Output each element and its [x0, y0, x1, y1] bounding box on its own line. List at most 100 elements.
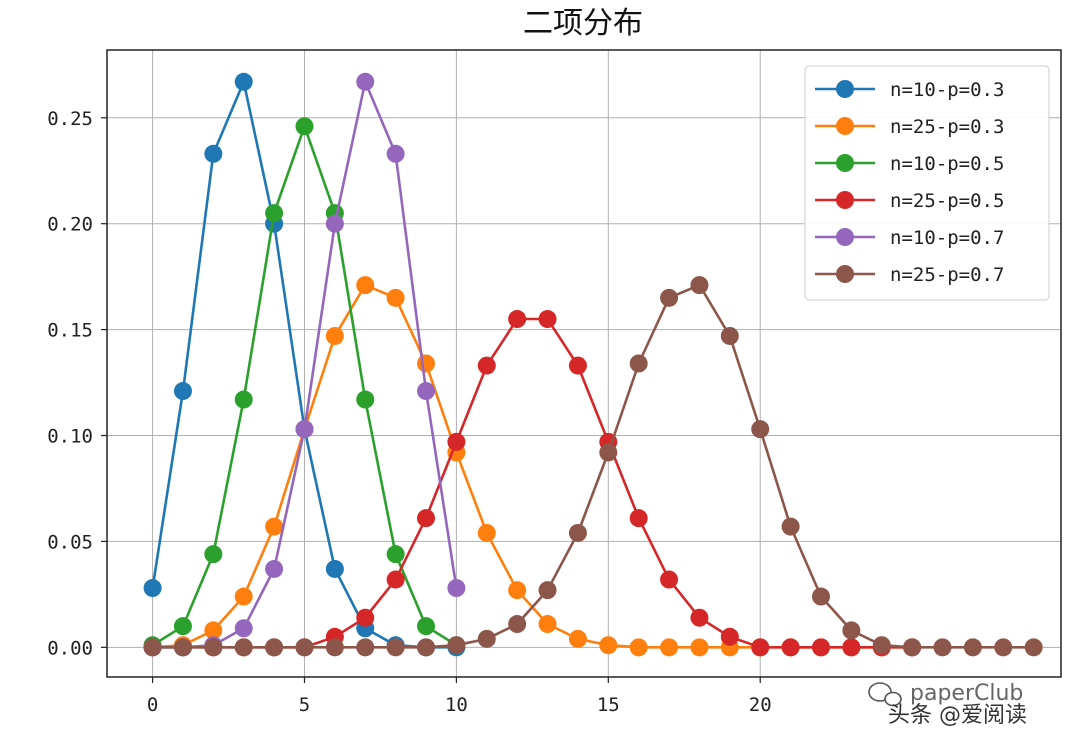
data-point	[1024, 638, 1043, 657]
series-layer	[143, 72, 1043, 657]
data-point	[325, 326, 344, 345]
data-point	[568, 523, 587, 542]
legend-entry: n=25-p=0.3	[815, 116, 1004, 138]
data-point	[234, 638, 253, 657]
data-point	[690, 638, 709, 657]
data-point	[386, 545, 405, 564]
x-tick-label: 15	[597, 694, 620, 716]
data-point	[234, 390, 253, 409]
data-point	[356, 72, 375, 91]
y-tick-label: 0.20	[47, 214, 93, 236]
legend-marker	[836, 191, 854, 209]
data-point	[660, 288, 679, 307]
legend-marker	[836, 265, 854, 283]
legend: n=10-p=0.3 n=25-p=0.3 n=10-p=0.5 n=25-p=0.5…	[804, 65, 1050, 301]
legend-entry: n=10-p=0.5	[815, 153, 1004, 175]
axis-ticks: 0 5 10 15 20 0.00 0.05 0.10 0.15 0.20 0.25	[47, 108, 771, 716]
watermark-text: paperClub	[910, 681, 1023, 706]
data-point	[173, 617, 192, 636]
data-point	[447, 579, 466, 598]
data-point	[629, 354, 648, 373]
data-point	[265, 204, 284, 223]
legend-label: n=25-p=0.3	[890, 116, 1004, 138]
chart-title: 二项分布	[523, 6, 643, 41]
data-point	[720, 326, 739, 345]
data-point	[447, 432, 466, 451]
data-point	[356, 276, 375, 295]
data-point	[751, 420, 770, 439]
data-point	[933, 638, 952, 657]
data-point	[477, 523, 496, 542]
data-point	[720, 627, 739, 646]
data-point	[538, 615, 557, 634]
legend-marker	[836, 80, 854, 98]
data-point	[173, 638, 192, 657]
data-point	[417, 638, 436, 657]
legend-entry: n=25-p=0.7	[815, 264, 1004, 286]
series-n=25-p=0.7	[143, 276, 1043, 657]
data-point	[417, 382, 436, 401]
data-point	[690, 608, 709, 627]
series-line	[152, 283, 913, 649]
legend-label: n=10-p=0.3	[890, 79, 1004, 101]
data-point	[842, 638, 861, 657]
data-point	[265, 559, 284, 578]
y-tick-label: 0.15	[47, 320, 93, 342]
data-point	[265, 638, 284, 657]
y-tick-label: 0.00	[47, 637, 93, 659]
data-point	[963, 638, 982, 657]
data-point	[994, 638, 1013, 657]
legend-marker	[836, 117, 854, 135]
data-point	[660, 638, 679, 657]
data-point	[295, 117, 314, 136]
watermark: paperClub 头条 @爱阅读	[868, 681, 1027, 728]
data-point	[417, 509, 436, 528]
x-tick-label: 10	[445, 694, 468, 716]
data-point	[356, 390, 375, 409]
data-point	[872, 636, 891, 655]
data-point	[781, 638, 800, 657]
legend-label: n=10-p=0.7	[890, 227, 1004, 249]
legend-entry: n=25-p=0.5	[815, 190, 1004, 212]
y-tick-label: 0.10	[47, 426, 93, 448]
series-line	[152, 317, 913, 649]
x-tick-label: 0	[147, 694, 158, 716]
data-point	[690, 276, 709, 295]
data-point	[447, 636, 466, 655]
data-point	[204, 545, 223, 564]
data-point	[508, 615, 527, 634]
data-point	[903, 638, 922, 657]
data-point	[143, 638, 162, 657]
y-tick-label: 0.05	[47, 531, 93, 553]
data-point	[538, 310, 557, 329]
data-point	[265, 517, 284, 536]
data-point	[811, 638, 830, 657]
data-point	[568, 629, 587, 648]
data-point	[629, 509, 648, 528]
series-n=25-p=0.5	[143, 310, 922, 657]
data-point	[629, 638, 648, 657]
data-point	[508, 581, 527, 600]
data-point	[204, 144, 223, 163]
data-point	[417, 617, 436, 636]
data-point	[295, 638, 314, 657]
legend-label: n=25-p=0.7	[890, 264, 1004, 286]
x-tick-label: 5	[299, 694, 310, 716]
data-point	[234, 619, 253, 638]
data-point	[660, 570, 679, 589]
data-point	[386, 570, 405, 589]
legend-marker	[836, 228, 854, 246]
data-point	[477, 629, 496, 648]
plot-frame	[106, 49, 1062, 678]
data-point	[386, 288, 405, 307]
series-n=25-p=0.3	[143, 276, 922, 657]
data-point	[386, 144, 405, 163]
legend-entry: n=10-p=0.7	[815, 227, 1004, 249]
data-point	[568, 356, 587, 375]
legend-label: n=10-p=0.5	[890, 153, 1004, 175]
data-point	[538, 581, 557, 600]
data-point	[143, 579, 162, 598]
watermark-caption: 头条 @爱阅读	[888, 703, 1027, 728]
wechat-icon	[868, 682, 902, 707]
